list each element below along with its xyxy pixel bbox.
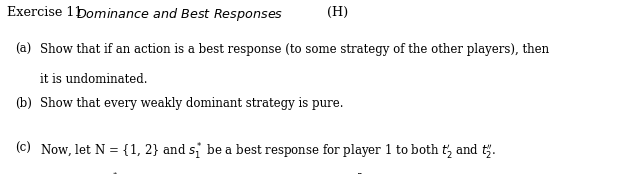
Text: (H): (H)	[327, 6, 348, 19]
Text: (a): (a)	[16, 43, 32, 56]
Text: Show that if an action is a best response (to some strategy of the other players: Show that if an action is a best respons…	[40, 43, 549, 56]
Text: $\it{Dominance\ and\ Best\ Responses}$: $\it{Dominance\ and\ Best\ Responses}$	[76, 6, 283, 23]
Text: (b): (b)	[16, 97, 32, 110]
Text: Now, let N = {1, 2} and $s_1^*$ be a best response for player 1 to both $t_2'$ a: Now, let N = {1, 2} and $s_1^*$ be a bes…	[40, 142, 497, 162]
Text: Show that $s_1^*$ is also a best response to all mixtures $t_2^p$ of $t_2'$ and : Show that $s_1^*$ is also a best respons…	[40, 172, 523, 174]
Text: it is undominated.: it is undominated.	[40, 73, 148, 86]
Text: Show that every weakly dominant strategy is pure.: Show that every weakly dominant strategy…	[40, 97, 344, 110]
Text: (c): (c)	[16, 142, 32, 155]
Text: Exercise 11: Exercise 11	[7, 6, 83, 19]
